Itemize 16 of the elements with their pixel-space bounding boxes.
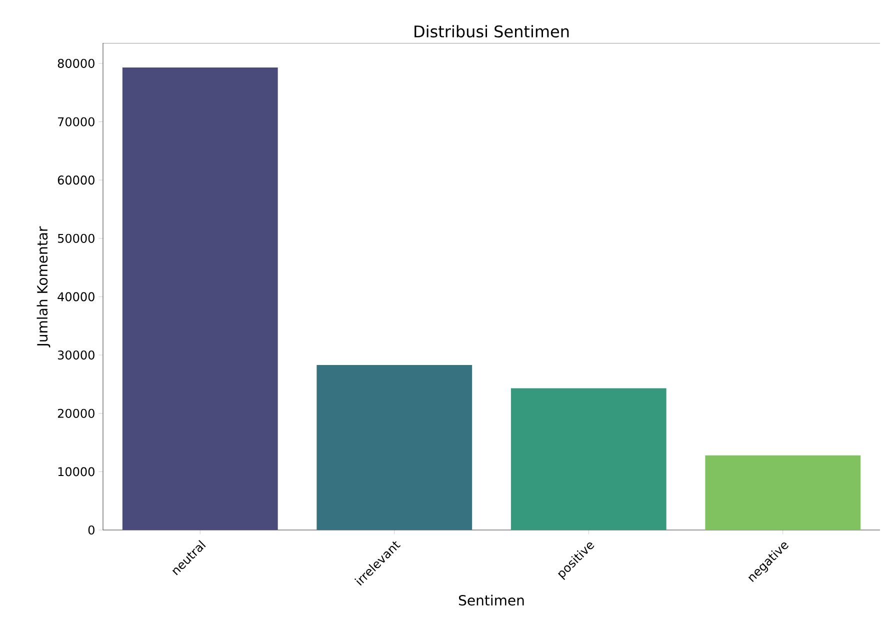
y-tick-label: 20000: [58, 408, 94, 418]
y-tick-label: 30000: [58, 350, 94, 360]
y-tick-label: 10000: [58, 467, 94, 476]
bar: [122, 67, 278, 530]
x-axis-title: Sentimen: [458, 594, 524, 606]
y-tick-label: 0: [88, 525, 94, 535]
y-tick-label: 40000: [58, 292, 94, 302]
bar: [510, 388, 666, 530]
y-tick-label: 70000: [58, 117, 94, 126]
bar: [705, 455, 861, 530]
y-tick-label: 50000: [58, 234, 94, 243]
chart-title: Distribusi Sentimen: [414, 25, 569, 38]
y-tick-label: 80000: [58, 58, 94, 68]
y-tick-label: 60000: [58, 176, 94, 185]
y-axis-title: Jumlah Komentar: [36, 226, 50, 348]
bar: [316, 364, 472, 530]
